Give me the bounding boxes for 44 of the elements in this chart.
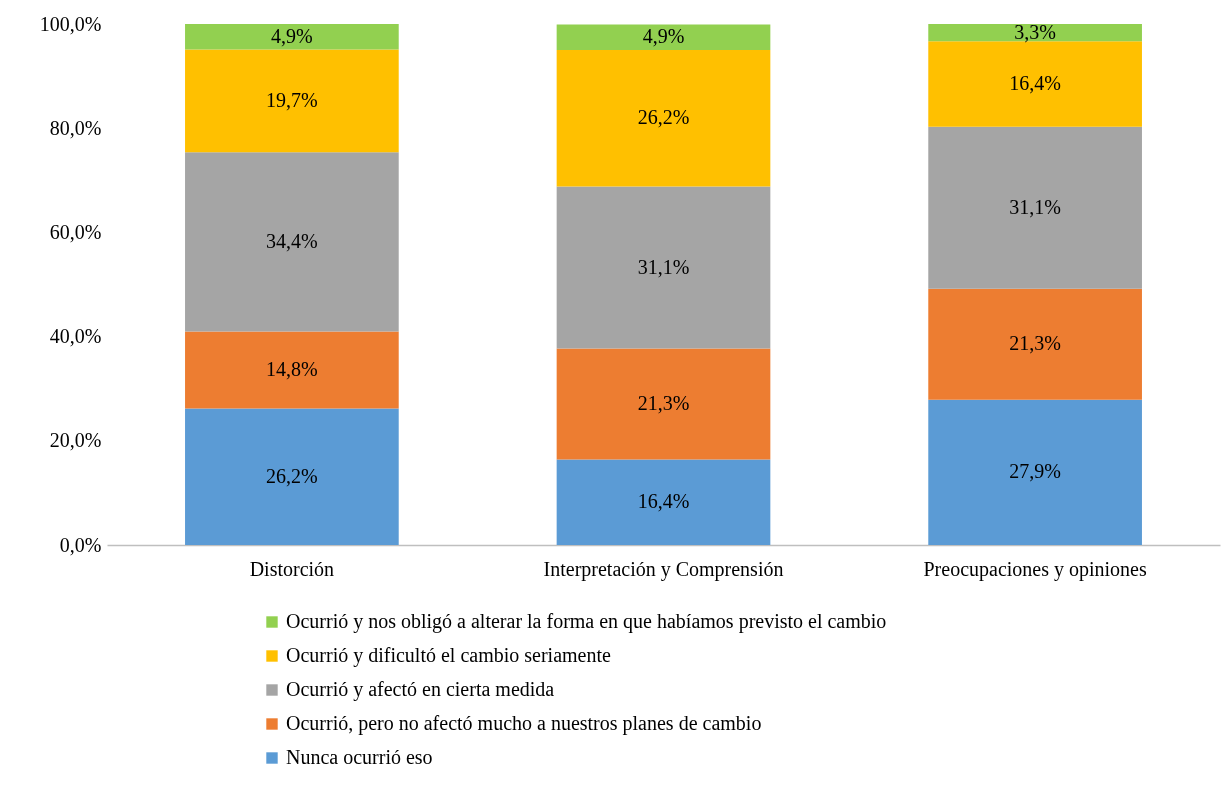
data-label: 31,1% bbox=[1009, 195, 1061, 218]
data-label: 34,4% bbox=[266, 229, 318, 252]
y-tick-label: 60,0% bbox=[49, 220, 102, 243]
legend-label: Ocurrió y nos obligó a alterar la forma en que habíamos previsto el cambio bbox=[286, 610, 887, 633]
data-label: 26,2% bbox=[637, 106, 690, 129]
legend-label: Nunca ocurrió eso bbox=[286, 746, 433, 768]
bar bbox=[556, 348, 771, 460]
bar bbox=[556, 459, 771, 545]
legend-label: Ocurrió, pero no afectó mucho a nuestros planes de cambio bbox=[286, 712, 762, 735]
bar bbox=[185, 331, 399, 409]
data-label: 14,8% bbox=[266, 357, 318, 380]
data-label: 19,7% bbox=[266, 88, 318, 111]
bar bbox=[556, 186, 771, 349]
data-label: 26,2% bbox=[266, 464, 318, 487]
y-tick-label: 0,0% bbox=[59, 533, 102, 556]
legend-label: Ocurrió y dificultó el cambio seriamente bbox=[286, 644, 612, 667]
bar bbox=[928, 24, 1142, 42]
bar bbox=[928, 288, 1142, 400]
y-tick-label: 100,0% bbox=[39, 12, 102, 35]
bar bbox=[185, 24, 399, 50]
bar bbox=[556, 24, 771, 51]
data-label: 4,9% bbox=[642, 25, 685, 48]
data-label: 3,3% bbox=[1014, 20, 1056, 43]
legend-label: Ocurrió y afectó en cierta medida bbox=[286, 678, 555, 701]
bar bbox=[185, 49, 399, 153]
data-label: 16,4% bbox=[637, 490, 690, 513]
bar bbox=[185, 408, 399, 545]
x-tick-label: Distorción bbox=[249, 557, 335, 580]
bar bbox=[928, 126, 1142, 289]
bar bbox=[928, 41, 1142, 127]
data-label: 27,9% bbox=[1009, 460, 1061, 483]
y-tick-label: 20,0% bbox=[49, 429, 102, 452]
y-tick-label: 40,0% bbox=[49, 325, 102, 348]
data-label: 21,3% bbox=[1009, 332, 1061, 355]
x-tick-label: Preocupaciones y opiniones bbox=[923, 557, 1147, 581]
data-label: 21,3% bbox=[637, 392, 690, 415]
x-tick-label: Interpretación y Comprensión bbox=[543, 557, 784, 581]
bar bbox=[185, 152, 399, 332]
bar bbox=[928, 399, 1142, 545]
data-label: 16,4% bbox=[1009, 71, 1061, 94]
y-tick-label: 80,0% bbox=[49, 116, 102, 139]
bar bbox=[556, 50, 771, 187]
data-label: 4,9% bbox=[271, 24, 313, 47]
data-label: 31,1% bbox=[637, 255, 690, 278]
